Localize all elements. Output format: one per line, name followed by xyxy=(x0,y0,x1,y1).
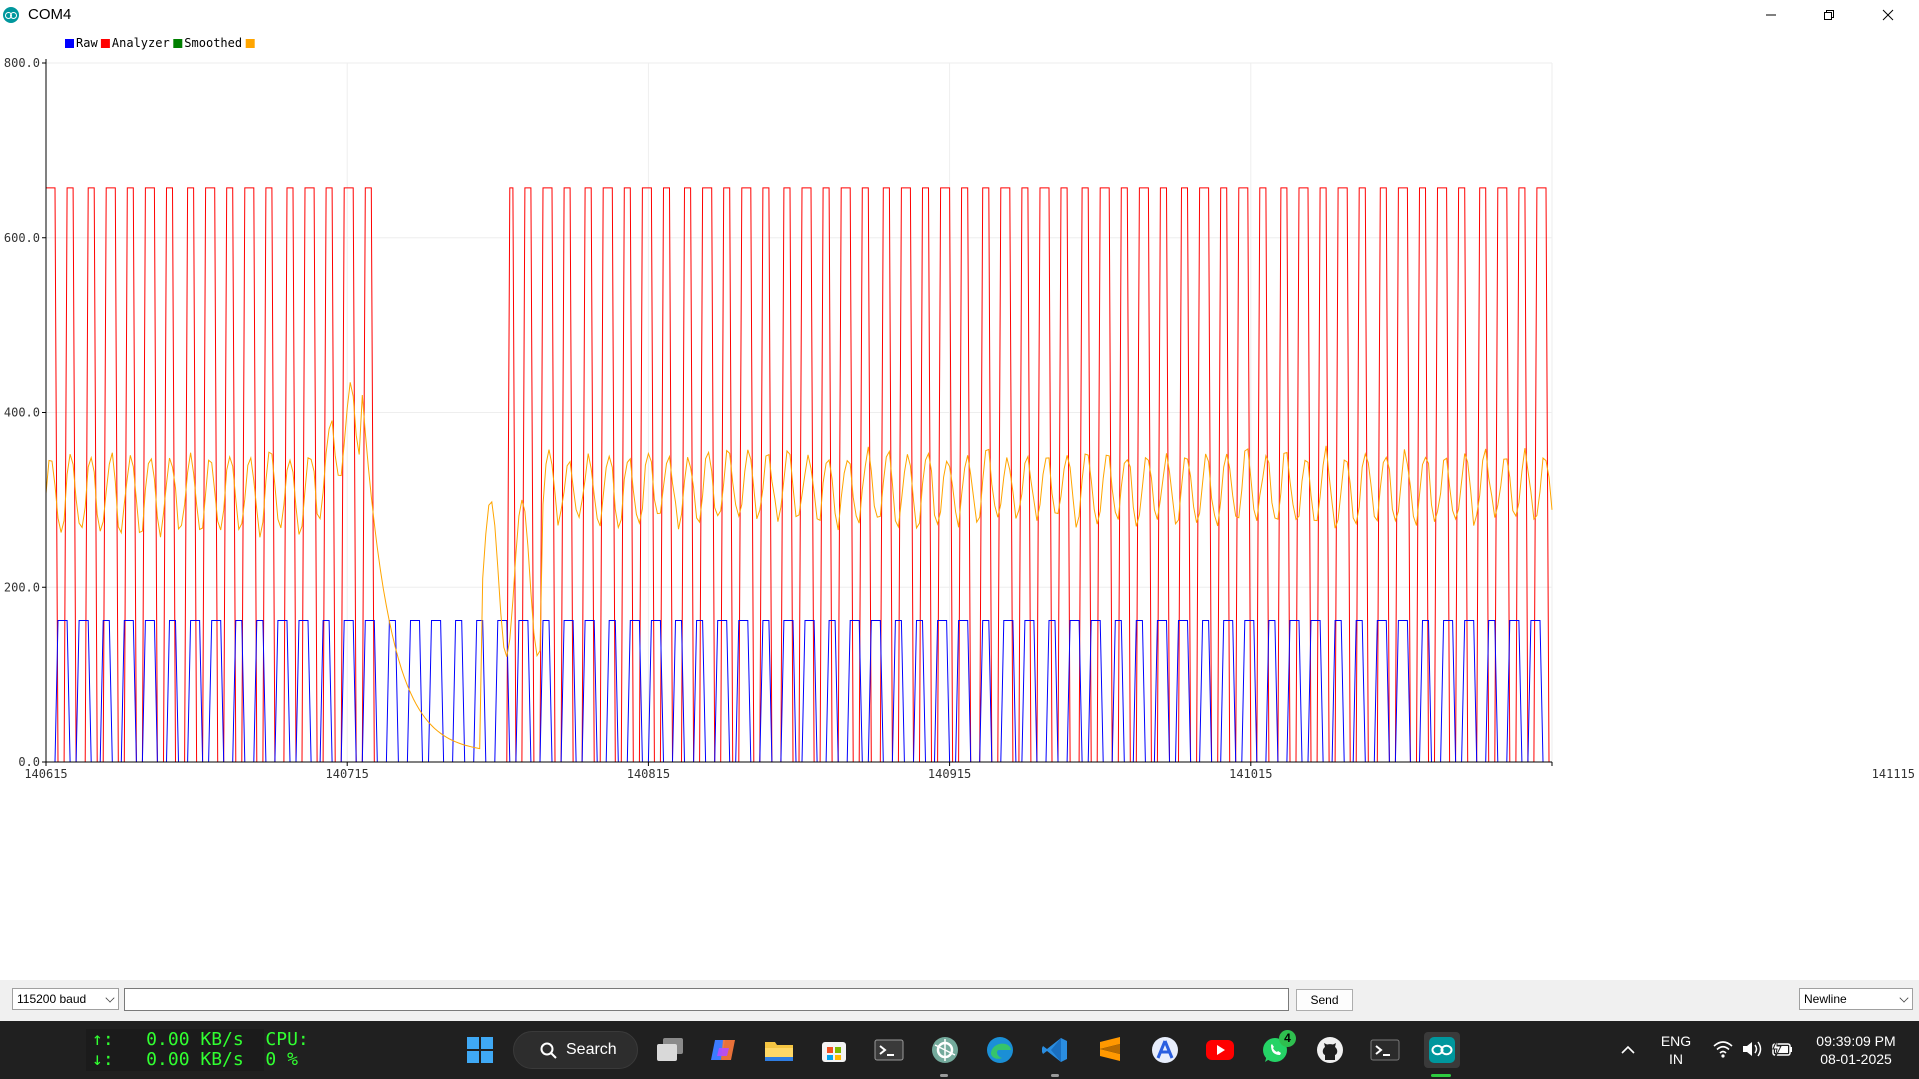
x-tick-label: 141115 xyxy=(1872,767,1915,781)
system-clock[interactable]: 09:39:09 PM 08-01-2025 xyxy=(1806,1032,1906,1068)
windows-start-icon xyxy=(467,1037,493,1063)
running-indicator xyxy=(1051,1074,1059,1077)
copilot-button[interactable] xyxy=(708,1034,740,1066)
title-bar: COM4 xyxy=(0,0,1919,29)
github-button[interactable] xyxy=(1314,1034,1346,1066)
legend-swatch xyxy=(100,39,110,48)
x-tick-label: 140915 xyxy=(928,767,971,781)
terminal-button[interactable] xyxy=(873,1034,905,1066)
minimize-button[interactable] xyxy=(1742,0,1800,29)
upload-speed: ↑: 0.00 KB/s CPU: xyxy=(92,1029,309,1050)
network-speed-widget: ↑: 0.00 KB/s CPU: ↓: 0.00 KB/s 0 % xyxy=(86,1029,309,1071)
volume-icon[interactable] xyxy=(1742,1040,1764,1058)
windows-start-button[interactable] xyxy=(464,1034,496,1066)
y-tick-label: 0.0 xyxy=(18,755,40,769)
store-button[interactable] xyxy=(818,1034,850,1066)
sublime-text-button[interactable] xyxy=(1094,1034,1126,1066)
gridlines xyxy=(45,62,1553,763)
y-tick-label: 600.0 xyxy=(4,231,40,245)
window-title: COM4 xyxy=(28,6,72,23)
battery-charging-icon[interactable] xyxy=(1771,1040,1793,1058)
send-button[interactable]: Send xyxy=(1296,989,1353,1011)
taskbar-search[interactable]: Search xyxy=(513,1031,638,1069)
clock-date: 08-01-2025 xyxy=(1820,1051,1892,1067)
minimize-icon xyxy=(1766,14,1776,15)
powershell-button[interactable] xyxy=(1369,1034,1401,1066)
series-layer xyxy=(45,187,1553,763)
running-indicator xyxy=(940,1074,948,1077)
sublime-icon xyxy=(1100,1037,1120,1061)
y-tick-label: 800.0 xyxy=(4,56,40,70)
taskbar: ↑: 0.00 KB/s CPU: ↓: 0.00 KB/s 0 % Searc… xyxy=(0,1021,1919,1079)
restore-button[interactable] xyxy=(1800,0,1858,29)
y-tick-label: 200.0 xyxy=(4,580,40,594)
app-store-icon xyxy=(1152,1037,1178,1063)
close-button[interactable] xyxy=(1859,0,1917,29)
powershell-icon xyxy=(1370,1039,1400,1061)
legend-swatch xyxy=(245,39,255,48)
file-explorer-button[interactable] xyxy=(763,1034,795,1066)
task-view-icon xyxy=(657,1038,683,1061)
vscode-icon xyxy=(1042,1038,1067,1062)
download-speed: ↓: 0.00 KB/s 0 % xyxy=(92,1049,298,1070)
edge-button[interactable] xyxy=(984,1034,1016,1066)
legend-label: Analyzer xyxy=(112,36,170,50)
task-view-button[interactable] xyxy=(654,1034,686,1066)
youtube-button[interactable] xyxy=(1204,1034,1236,1066)
vscode-button[interactable] xyxy=(1039,1034,1071,1066)
legend-label: Raw xyxy=(76,36,98,50)
serial-control-bar: 115200 baud Send Newline xyxy=(0,980,1919,1021)
close-icon xyxy=(1882,9,1894,20)
arduino-icon xyxy=(1429,1037,1455,1063)
wifi-icon[interactable] xyxy=(1713,1040,1733,1058)
clock-time: 09:39:09 PM xyxy=(1816,1033,1896,1049)
x-tick-label: 140815 xyxy=(627,767,670,781)
file-explorer-icon xyxy=(765,1042,793,1061)
x-tick-label: 140715 xyxy=(326,767,369,781)
github-icon xyxy=(1317,1037,1343,1063)
search-label: Search xyxy=(566,1041,617,1058)
app-store-button[interactable] xyxy=(1149,1034,1181,1066)
whatsapp-button[interactable]: 4 xyxy=(1259,1030,1296,1066)
chevron-up-icon[interactable] xyxy=(1621,1045,1635,1054)
region-code: IN xyxy=(1669,1051,1683,1067)
chart-legend: Raw Analyzer Smoothed xyxy=(65,36,255,50)
arduino-icon xyxy=(3,7,19,23)
youtube-icon xyxy=(1206,1040,1234,1060)
legend-label: Smoothed xyxy=(184,36,242,50)
line-ending-value: Newline xyxy=(1804,992,1847,1006)
notification-badge: 4 xyxy=(1279,1030,1296,1047)
chevron-down-icon xyxy=(1899,993,1909,1003)
language-code: ENG xyxy=(1660,1033,1692,1049)
serial-plotter-chart: Raw Analyzer Smoothed 800.0 600.0 400.0 200.0… xyxy=(4,36,1915,781)
baud-rate-select[interactable]: 115200 baud xyxy=(12,988,119,1010)
restore-icon xyxy=(1824,9,1834,20)
x-tick-label: 141015 xyxy=(1229,767,1272,781)
input-language[interactable]: ENG IN xyxy=(1660,1032,1692,1068)
legend-swatch xyxy=(173,39,183,48)
search-icon xyxy=(540,1042,557,1059)
chatgpt-icon xyxy=(932,1037,958,1063)
arduino-ide-button[interactable] xyxy=(1424,1032,1460,1068)
edge-icon xyxy=(987,1037,1013,1063)
baud-rate-value: 115200 baud xyxy=(17,992,87,1006)
y-tick-label: 400.0 xyxy=(4,406,40,420)
series-line-red xyxy=(46,187,1552,763)
series-line-orange xyxy=(45,382,1553,750)
terminal-icon xyxy=(874,1039,904,1061)
copilot-icon xyxy=(711,1040,735,1060)
active-indicator xyxy=(1431,1074,1451,1077)
x-tick-label: 140615 xyxy=(24,767,67,781)
chevron-down-icon xyxy=(105,993,115,1003)
chatgpt-button[interactable] xyxy=(929,1034,961,1066)
serial-message-input[interactable] xyxy=(124,988,1289,1011)
store-icon xyxy=(822,1042,846,1062)
legend-swatch xyxy=(65,39,74,48)
line-ending-select[interactable]: Newline xyxy=(1799,988,1913,1010)
